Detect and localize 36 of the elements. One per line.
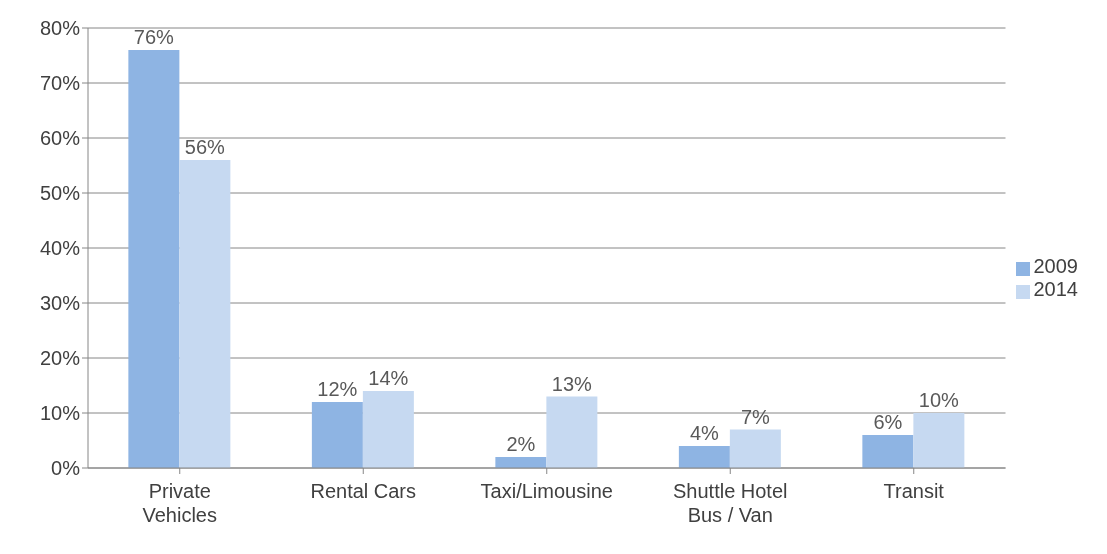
data-label: 10% <box>918 389 960 411</box>
data-label: 56% <box>184 136 226 158</box>
legend-label: 2014 <box>1033 278 1078 300</box>
y-tick-label: 50% <box>39 182 81 205</box>
data-label: 76% <box>133 26 175 48</box>
x-tick-label: Rental Cars <box>310 480 417 502</box>
bar <box>729 429 781 468</box>
bar <box>311 402 363 468</box>
y-tick-label: 80% <box>39 17 81 40</box>
x-tick-label: Shuttle Hotel Bus / Van <box>672 480 788 526</box>
data-label: 13% <box>551 372 593 395</box>
bar <box>362 391 414 468</box>
y-tick-label: 20% <box>39 347 81 370</box>
y-tick-label: 60% <box>39 127 81 150</box>
bar <box>913 413 965 468</box>
y-tick-label: 40% <box>39 237 81 260</box>
data-label: 2% <box>506 433 536 455</box>
bar <box>179 160 231 468</box>
bar <box>546 396 598 468</box>
x-tick-label: Taxi/Limousine <box>480 480 613 502</box>
bar <box>862 435 914 468</box>
bar <box>678 446 730 468</box>
bar <box>495 457 547 468</box>
data-label: 6% <box>873 411 903 433</box>
y-tick-label: 10% <box>39 402 81 425</box>
bar <box>128 50 180 468</box>
legend-label: 2009 <box>1033 255 1078 277</box>
x-tick-label: Private Vehicles <box>142 480 217 526</box>
data-label: 4% <box>689 422 720 444</box>
y-tick-label: 70% <box>39 72 81 95</box>
data-label: 7% <box>740 405 771 428</box>
data-label: 14% <box>368 367 409 389</box>
x-tick-label: Transit <box>883 480 945 502</box>
y-tick-label: 30% <box>39 292 81 315</box>
data-label: 12% <box>317 378 358 400</box>
y-tick-label: 0% <box>51 457 81 480</box>
